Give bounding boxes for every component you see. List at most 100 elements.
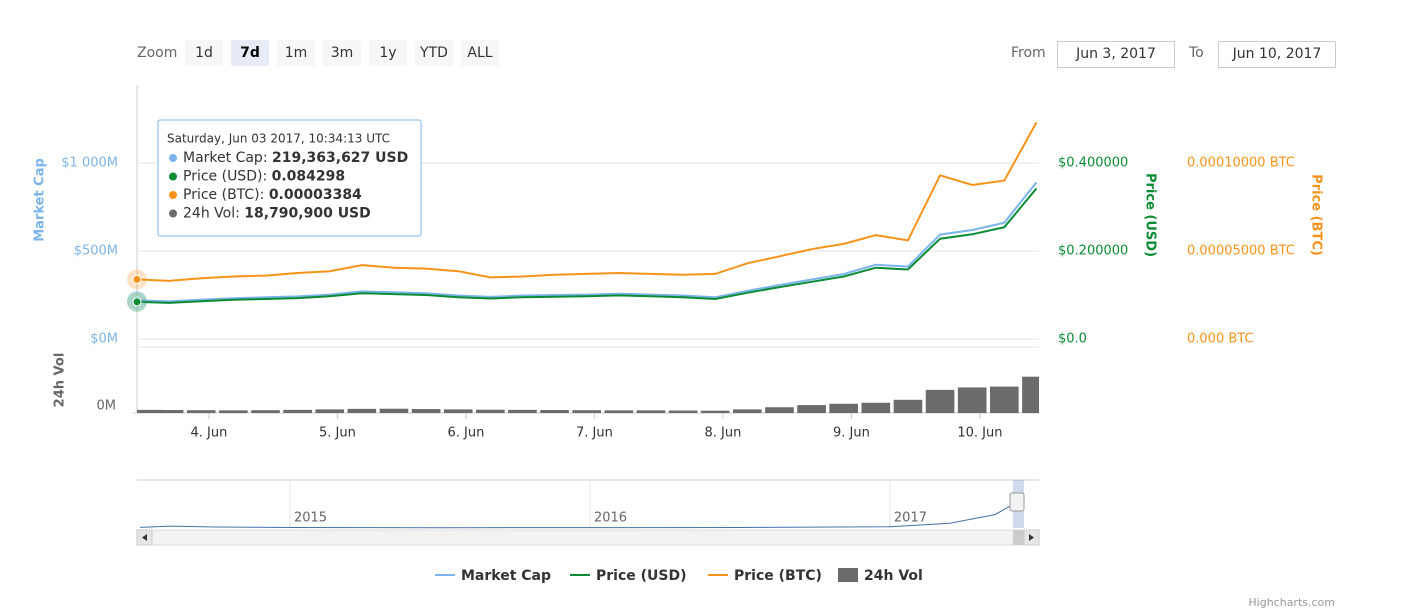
zoom-button[interactable]: YTD	[415, 40, 453, 66]
volume-bar	[476, 409, 505, 413]
volume-bar	[957, 387, 987, 413]
tooltip-label: Price (USD):	[183, 169, 272, 185]
scrollbar-arrow	[1029, 534, 1034, 541]
zoom-button[interactable]: 1d	[185, 40, 223, 66]
credits[interactable]: Highcharts.com	[1248, 596, 1335, 609]
y-tick-label: $1 000M	[61, 155, 118, 170]
x-tick-label: 7. Jun	[576, 426, 613, 441]
volume-bar	[186, 410, 216, 413]
x-tick-label: 9. Jun	[833, 426, 870, 441]
axis-title: Price (USD)	[1143, 173, 1158, 257]
tooltip-label: Price (BTC):	[183, 187, 269, 203]
volume-bar	[154, 410, 184, 413]
tooltip-label: 24h Vol:	[183, 206, 244, 222]
volume-bar	[572, 410, 602, 413]
legend-label: Price (USD)	[596, 568, 687, 584]
legend-item[interactable]: 24h Vol	[838, 568, 923, 584]
volume-bar	[251, 410, 280, 413]
volume-bar	[861, 402, 891, 413]
volume-bar	[668, 410, 698, 413]
tooltip-dot	[169, 172, 177, 181]
from-date-input[interactable]: Jun 3, 2017	[1057, 41, 1175, 68]
zoom-button[interactable]: ALL	[461, 40, 499, 66]
volume-bar	[443, 409, 473, 413]
volume-bar	[540, 410, 569, 413]
legend-item[interactable]: Price (BTC)	[708, 568, 822, 584]
volume-bar	[1022, 376, 1039, 413]
axis-title: Price (BTC)	[1309, 174, 1324, 256]
scrollbar-thumb[interactable]	[1013, 530, 1024, 545]
tooltip-value: 18,790,900 USD	[244, 206, 371, 222]
tooltip-dot	[169, 191, 177, 199]
y3-tick-label: 0.00010000 BTC	[1187, 155, 1295, 170]
zoom-button[interactable]: 3m	[323, 40, 361, 66]
legend-label: Price (BTC)	[734, 568, 822, 584]
volume-bar	[137, 409, 166, 413]
series-line	[136, 122, 1038, 282]
navigator-tick-label: 2017	[894, 511, 927, 526]
legend-item[interactable]: Price (USD)	[570, 568, 687, 584]
volume-bar	[829, 403, 859, 413]
volume-bar	[636, 410, 666, 413]
x-tick-label: 4. Jun	[191, 426, 228, 441]
from-label: From	[1011, 45, 1046, 61]
tooltip-dot	[169, 209, 177, 218]
scrollbar-track	[136, 529, 1040, 546]
volume-bar	[990, 386, 1019, 413]
tooltip-row: Market Cap: 219,363,627 USD	[183, 150, 408, 166]
x-tick-label: 6. Jun	[448, 426, 485, 441]
legend-symbol	[838, 568, 858, 582]
navigator-tick-label: 2015	[294, 511, 327, 526]
y-tick-label: $0M	[90, 332, 118, 347]
volume-bar	[379, 408, 409, 413]
tooltip-value: 219,363,627 USD	[272, 150, 408, 166]
volume-bar	[283, 409, 312, 413]
volume-bar	[700, 410, 730, 413]
legend-label: 24h Vol	[864, 568, 923, 584]
tooltip-value: 0.084298	[272, 169, 346, 185]
tooltip-row: 24h Vol: 18,790,900 USD	[183, 206, 371, 222]
legend-item[interactable]: Market Cap	[435, 568, 551, 584]
volume-bar	[893, 399, 923, 413]
vol-tick-label: 0M	[97, 399, 117, 414]
x-tick-label: 5. Jun	[319, 426, 356, 441]
tooltip-box	[157, 119, 422, 237]
tooltip-dot	[169, 154, 177, 162]
volume-bar	[733, 409, 762, 413]
volume-bar	[604, 410, 634, 413]
y3-tick-label: 0.00005000 BTC	[1187, 243, 1295, 258]
y2-tick-label: $0.200000	[1058, 243, 1128, 258]
tooltip-row: Price (USD): 0.084298	[183, 169, 345, 185]
volume-bar	[315, 409, 345, 413]
volume-bar	[508, 409, 537, 413]
tooltip-date: Saturday, Jun 03 2017, 10:34:13 UTC	[167, 132, 390, 146]
volume-bar	[411, 409, 441, 413]
navigator-tick-label: 2016	[594, 511, 627, 526]
series-line	[136, 187, 1038, 304]
x-tick-label: 8. Jun	[704, 426, 741, 441]
volume-bar	[219, 410, 248, 413]
navigator-line	[139, 499, 1023, 529]
tooltip-label: Market Cap:	[183, 150, 272, 166]
zoom-button[interactable]: 1m	[277, 40, 315, 66]
zoom-label: Zoom	[137, 45, 178, 61]
scrollbar-arrow	[142, 534, 147, 541]
legend-label: Market Cap	[461, 568, 551, 584]
to-label: To	[1189, 45, 1204, 61]
series-line	[136, 181, 1038, 303]
zoom-button[interactable]: 1y	[369, 40, 407, 66]
hover-marker	[132, 274, 142, 284]
axis-title: 24h Vol	[53, 353, 68, 408]
y3-tick-label: 0.000 BTC	[1187, 332, 1254, 347]
y-tick-label: $500M	[74, 243, 118, 258]
axis-title: Market Cap	[33, 158, 48, 242]
x-tick-label: 10. Jun	[957, 426, 1002, 441]
zoom-button[interactable]: 7d	[231, 40, 269, 66]
tooltip-row: Price (BTC): 0.00003384	[183, 187, 362, 203]
y2-tick-label: $0.400000	[1058, 155, 1128, 170]
to-date-input[interactable]: Jun 10, 2017	[1218, 41, 1336, 68]
hover-marker	[132, 297, 142, 307]
navigator-handle[interactable]	[1009, 492, 1025, 512]
